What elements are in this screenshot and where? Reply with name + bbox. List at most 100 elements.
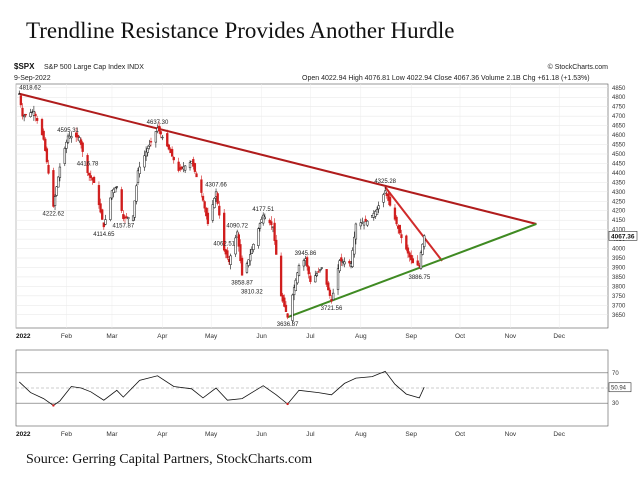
price-tick-label: 4650: [612, 124, 626, 130]
candle-body: [270, 221, 273, 226]
candle-body: [32, 110, 36, 116]
candle-body: [138, 166, 141, 174]
candle-body: [86, 155, 89, 173]
price-tick-label: 3900: [612, 265, 626, 271]
candle-body: [195, 173, 198, 178]
indicator-tick-label: 70: [612, 371, 619, 377]
candle-body: [423, 235, 426, 247]
month-label: Mar: [106, 333, 118, 340]
candle-body: [275, 239, 278, 255]
candle-body: [55, 186, 58, 196]
candle-body: [340, 257, 343, 262]
candle-body: [35, 118, 39, 121]
candle-body: [81, 142, 84, 152]
candle-body: [410, 254, 413, 261]
candle-body: [362, 221, 366, 226]
candle-body: [343, 261, 346, 265]
candle-body: [366, 220, 369, 226]
date-label: 9-Sep-2022: [14, 75, 51, 82]
candle-body: [34, 113, 37, 117]
candle-body: [338, 260, 341, 272]
candle-body: [327, 282, 330, 291]
month-axis-top: 2022 Feb Mar Apr May Jun Jul Aug Sep Oct Nov Dec: [16, 333, 566, 340]
candle-body: [400, 234, 403, 239]
candle-body: [395, 216, 398, 225]
candle-body: [66, 135, 70, 143]
candle-body: [183, 165, 187, 171]
candle-body: [382, 194, 385, 203]
candle-body: [216, 193, 219, 204]
candle-body: [330, 299, 333, 302]
candle-body: [263, 216, 266, 220]
month-label: Oct: [455, 333, 465, 340]
candle-body: [114, 187, 117, 193]
price-tick-label: 3800: [612, 284, 626, 290]
candle-body: [405, 235, 408, 250]
price-tick-label: 4850: [612, 86, 626, 92]
indicator-last-label: 50.94: [611, 386, 627, 392]
candle-body: [213, 197, 216, 208]
candle-body: [166, 133, 169, 147]
candle-body: [52, 170, 55, 207]
candle-body: [331, 292, 335, 300]
month-label: Jul: [306, 431, 315, 438]
candle-body: [416, 260, 419, 266]
price-annotation: 4062.51: [213, 242, 235, 248]
price-annotation: 3858.87: [231, 280, 253, 286]
candle-body: [351, 250, 354, 267]
candle-body: [317, 271, 320, 273]
candle-body: [200, 179, 203, 193]
price-annotation: 4637.30: [147, 120, 169, 126]
candle-body: [229, 255, 232, 265]
price-tick-label: 4400: [612, 171, 626, 177]
candle-body: [406, 247, 410, 254]
candle-body: [348, 260, 351, 264]
candle-body: [234, 237, 237, 255]
candle-body: [201, 195, 205, 201]
candle-body: [99, 203, 102, 213]
candle-body: [258, 223, 262, 229]
candle-body: [262, 214, 265, 224]
candle-body: [203, 201, 206, 209]
candle-body: [364, 218, 367, 222]
candle-body: [127, 217, 130, 220]
candle-body: [92, 176, 96, 183]
candle-body: [79, 139, 83, 145]
candle-body: [42, 130, 45, 140]
candle-body: [29, 112, 32, 118]
source-note: Source: Gerring Capital Partners, StockC…: [26, 452, 313, 467]
candle-body: [97, 185, 101, 206]
candle-body: [411, 258, 414, 264]
month-label: 2022: [16, 431, 31, 438]
month-label: Oct: [455, 431, 465, 438]
candle-body: [154, 131, 158, 143]
candle-body: [279, 255, 283, 297]
candle-body: [388, 196, 392, 206]
candle-body: [237, 234, 240, 247]
price-tick-label: 3750: [612, 294, 626, 300]
candle-body: [53, 196, 57, 206]
candle-body: [110, 190, 114, 199]
price-tick-label: 3850: [612, 275, 626, 281]
candle-body: [384, 190, 387, 194]
price-tick-label: 4600: [612, 133, 626, 139]
price-tick-label: 4750: [612, 105, 626, 111]
candle-body: [136, 170, 140, 184]
price-annotation: 4325.28: [374, 179, 396, 185]
candle-body: [252, 243, 255, 250]
candle-body: [161, 136, 164, 139]
candle-body: [283, 297, 286, 307]
symbol-label: $SPX: [14, 62, 35, 71]
price-tick-label: 4450: [612, 161, 626, 167]
candle-body: [250, 249, 253, 254]
price-tick-label: 3700: [612, 303, 626, 309]
candle-body: [377, 205, 380, 210]
candle-body: [63, 148, 66, 164]
month-label: Jul: [306, 333, 315, 340]
month-label: May: [205, 333, 218, 340]
candle-body: [328, 289, 332, 296]
candle-body: [245, 263, 249, 273]
candle-body: [315, 273, 319, 276]
watermark-label: © StockCharts.com: [548, 63, 609, 71]
